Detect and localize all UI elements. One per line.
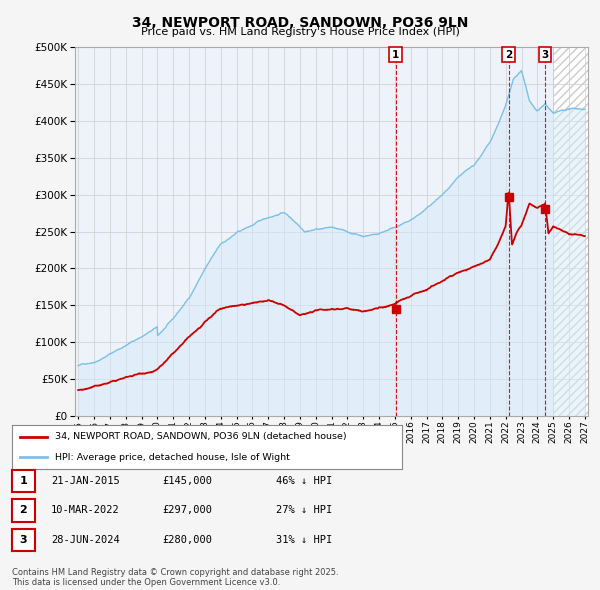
Text: 34, NEWPORT ROAD, SANDOWN, PO36 9LN (detached house): 34, NEWPORT ROAD, SANDOWN, PO36 9LN (det…: [55, 432, 347, 441]
Text: 21-JAN-2015: 21-JAN-2015: [51, 476, 120, 486]
Text: HPI: Average price, detached house, Isle of Wight: HPI: Average price, detached house, Isle…: [55, 453, 290, 461]
Text: Price paid vs. HM Land Registry's House Price Index (HPI): Price paid vs. HM Land Registry's House …: [140, 27, 460, 37]
Text: 3: 3: [20, 535, 27, 545]
Text: £145,000: £145,000: [162, 476, 212, 486]
Text: 46% ↓ HPI: 46% ↓ HPI: [276, 476, 332, 486]
Text: 1: 1: [392, 50, 400, 60]
Text: 27% ↓ HPI: 27% ↓ HPI: [276, 506, 332, 515]
Text: 1: 1: [20, 476, 27, 486]
Text: £280,000: £280,000: [162, 535, 212, 545]
Text: 34, NEWPORT ROAD, SANDOWN, PO36 9LN: 34, NEWPORT ROAD, SANDOWN, PO36 9LN: [132, 16, 468, 30]
Bar: [553, 47, 588, 416]
Text: 3: 3: [541, 50, 549, 60]
Text: 2: 2: [505, 50, 512, 60]
Text: 2: 2: [20, 506, 27, 515]
Text: Contains HM Land Registry data © Crown copyright and database right 2025.
This d: Contains HM Land Registry data © Crown c…: [12, 568, 338, 587]
Text: 31% ↓ HPI: 31% ↓ HPI: [276, 535, 332, 545]
Text: £297,000: £297,000: [162, 506, 212, 515]
Text: 10-MAR-2022: 10-MAR-2022: [51, 506, 120, 515]
Text: 28-JUN-2024: 28-JUN-2024: [51, 535, 120, 545]
